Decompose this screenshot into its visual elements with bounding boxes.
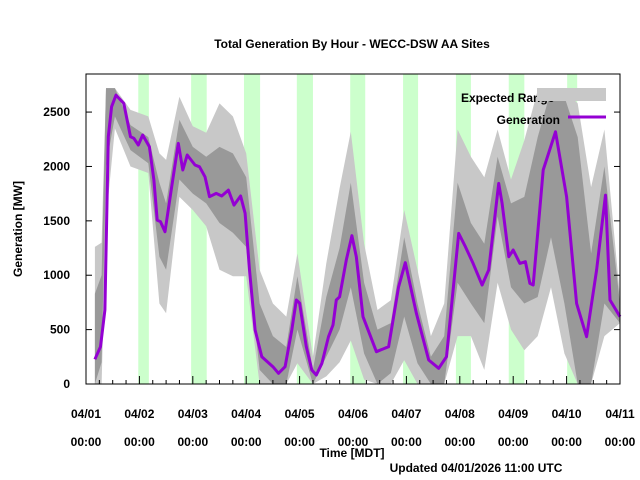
x-tick-label-time: 00:00: [284, 435, 315, 449]
y-tick-label: 0: [63, 377, 70, 391]
y-axis-label: Generation [MW]: [11, 181, 25, 277]
y-tick-label: 2500: [43, 105, 70, 119]
x-tick-label-date: 04/01: [71, 407, 101, 421]
night-band: [138, 74, 149, 384]
x-tick-label-date: 04/11: [605, 407, 635, 421]
x-tick-label-time: 00:00: [177, 435, 208, 449]
y-tick-label: 1500: [43, 214, 70, 228]
x-tick-label-time: 00:00: [338, 435, 369, 449]
x-tick-label-time: 00:00: [605, 435, 636, 449]
y-tick-label: 500: [50, 323, 70, 337]
y-tick-label: 2000: [43, 159, 70, 173]
x-tick-label-date: 04/10: [552, 407, 582, 421]
x-tick-label-date: 04/07: [391, 407, 421, 421]
updated-timestamp: Updated 04/01/2026 11:00 UTC: [390, 461, 563, 475]
legend-swatch-expected-range: [537, 88, 606, 101]
generation-points: [94, 95, 621, 376]
x-tick-label-time: 00:00: [444, 435, 475, 449]
y-tick-label: 1000: [43, 268, 70, 282]
legend: Expected Range Generation: [461, 88, 606, 127]
x-tick-label-date: 04/09: [498, 407, 528, 421]
x-tick-label-date: 04/02: [124, 407, 154, 421]
night-band: [191, 74, 207, 384]
x-tick-label-date: 04/05: [285, 407, 315, 421]
expected-range-inner-band: [94, 88, 620, 384]
x-tick-label-time: 00:00: [551, 435, 582, 449]
x-tick-label-time: 00:00: [391, 435, 422, 449]
x-axis-label: Time [MDT]: [319, 446, 384, 460]
x-tick-label-date: 04/03: [178, 407, 208, 421]
x-tick-label-time: 00:00: [231, 435, 262, 449]
x-tick-label-date: 04/06: [338, 407, 368, 421]
legend-label-generation: Generation: [497, 113, 560, 127]
x-tick-label-time: 00:00: [498, 435, 529, 449]
y-axis: 0 500 1000 1500 2000 2500: [43, 105, 620, 391]
chart-title: Total Generation By Hour - WECC-DSW AA S…: [214, 37, 490, 51]
x-tick-label-date: 04/04: [231, 407, 261, 421]
legend-label-expected-range: Expected Range: [461, 91, 555, 105]
x-tick-label-time: 00:00: [71, 435, 102, 449]
x-tick-label-time: 00:00: [124, 435, 155, 449]
x-axis: 04/01 00:00 04/02 00:00 04/03 00:00 04/04 00:00…: [71, 376, 636, 449]
x-tick-label-date: 04/08: [445, 407, 475, 421]
